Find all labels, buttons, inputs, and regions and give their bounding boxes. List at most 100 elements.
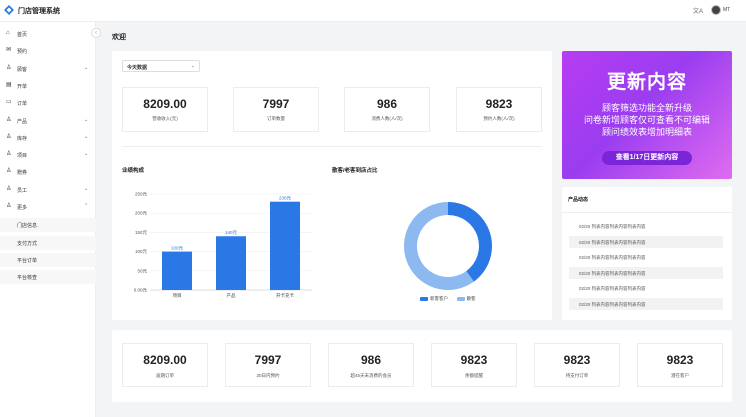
reminder-card (112, 330, 732, 402)
divider (122, 146, 542, 147)
y-tick-label: 200元 (135, 211, 148, 217)
news-item[interactable]: 02/20 列表内容列表内容列表内容 (569, 235, 723, 248)
user-name[interactable]: MT (723, 7, 731, 13)
chevron-icon: ⌃ (84, 203, 89, 209)
reminder-stat[interactable]: 8209.00 逾期订单 (122, 343, 208, 387)
sidebar-item[interactable]: ♙ 员工 ⌄ (0, 183, 96, 197)
sidebar-item-label: 订单 (17, 101, 28, 108)
sidebar-subitem-label: 支付方式 (17, 240, 38, 247)
stat-appointments: 9823 预约人数(人/次) (456, 87, 542, 132)
collapse-sidebar-icon[interactable]: ‹ (91, 28, 101, 38)
reminder-stat[interactable]: 7997 30日内预约 (225, 343, 311, 387)
app-title: 门店管理系统 (18, 8, 60, 15)
sidebar-item-label: 项目 (17, 153, 28, 160)
stat-label: 预约人数(人/次) (483, 116, 515, 121)
stat-revenue: 8209.00 营收收入(元) (122, 87, 208, 132)
news-item[interactable]: 02/20 列表内容列表内容列表内容 (569, 220, 723, 232)
sidebar-item-label: 开单 (17, 83, 28, 90)
news-item-text: 02/20 列表内容列表内容列表内容 (579, 270, 646, 276)
bar[interactable] (216, 236, 246, 290)
user-icon: ♙ (6, 185, 12, 192)
range-select-value: 今天数据 (127, 65, 148, 71)
bar[interactable] (162, 251, 192, 290)
stat-value: 9823 (485, 97, 513, 111)
news-item-text: 02/20 列表内容列表内容列表内容 (579, 239, 646, 245)
view-update-button[interactable]: 查看1/17日更新内容 (602, 151, 692, 165)
sidebar-item[interactable]: ▭ 订单 (0, 96, 96, 110)
stat-value: 9823 (563, 353, 591, 367)
sidebar-item[interactable]: ♙ 产品 ⌄ (0, 114, 96, 128)
chevron-down-icon: ⌄ (190, 63, 195, 69)
sidebar-item[interactable]: ⌂ 首页 (0, 27, 96, 41)
sidebar-item[interactable]: ♙ 库存 ⌄ (0, 131, 96, 145)
sidebar-subitem[interactable]: 门店信息 (0, 218, 96, 233)
sidebar-subitem[interactable]: 平台订单 (0, 252, 96, 267)
donut-slice[interactable] (448, 202, 492, 282)
donut-slice[interactable] (404, 202, 474, 290)
sidebar-item-label: 首页 (17, 32, 28, 38)
sidebar-item[interactable]: ✉ 预约 (0, 44, 96, 58)
stat-value: 8209.00 (143, 97, 187, 111)
sidebar-item[interactable]: ♙ 赠券 (0, 165, 96, 179)
user-icon: ♙ (6, 151, 12, 158)
sidebar-item[interactable]: ♙ 更多 ⌃ (0, 200, 96, 214)
sidebar-item[interactable]: ▤ 开单 (0, 79, 96, 93)
avatar[interactable] (711, 5, 721, 15)
divider (562, 212, 732, 213)
stat-value: 986 (376, 97, 398, 111)
reminder-stat[interactable]: 9823 潜在客户 (637, 343, 723, 387)
stat-value: 8209.00 (143, 353, 187, 367)
stat-label: 订单数量 (267, 116, 285, 121)
sidebar-item[interactable]: ♙ 顾客 ⌄ (0, 62, 96, 76)
donut-chart-title: 散客/老客到店占比 (332, 168, 378, 174)
stat-label: 超45天未消费的会员 (350, 373, 392, 378)
legend-label-walkin: 散客 (466, 296, 476, 301)
stat-label: 30日内预约 (256, 373, 280, 378)
list-icon: ▭ (6, 99, 12, 106)
bar-chart-title: 业绩构成 (122, 168, 145, 174)
news-item[interactable]: 02/20 列表内容列表内容列表内容 (569, 282, 723, 294)
y-tick-label: 50元 (137, 268, 147, 274)
sidebar-subitem-label: 平台核查 (17, 275, 38, 282)
chevron-icon: ⌄ (84, 133, 89, 140)
sidebar-subitem[interactable]: 平台核查 (0, 270, 96, 285)
news-item[interactable]: 02/20 列表内容列表内容列表内容 (569, 251, 723, 263)
chevron-icon: ⌄ (84, 64, 89, 71)
y-tick-label: 250元 (135, 192, 148, 198)
news-item[interactable]: 02/20 列表内容列表内容列表内容 (569, 266, 723, 279)
promo-line: 顾问绩效表增加明细表 (601, 127, 692, 137)
inbox-icon: ✉ (6, 47, 12, 54)
reminder-stat[interactable]: 986 超45天未消费的会员 (328, 343, 414, 387)
sidebar-item[interactable]: ♙ 项目 ⌄ (0, 148, 96, 162)
sidebar-subitem[interactable]: 支付方式 (0, 235, 96, 250)
sidebar-item-label: 员工 (17, 187, 28, 194)
stat-orders: 7997 订单数量 (233, 87, 319, 132)
home-icon: ⌂ (6, 30, 10, 36)
sidebar-item-label: 顾客 (17, 66, 28, 73)
stat-value: 9823 (666, 353, 694, 367)
stat-value: 7997 (262, 97, 290, 111)
donut-legend: 新客客户 散客 (420, 296, 476, 302)
stat-value: 9823 (460, 353, 488, 367)
user-icon: ♙ (6, 116, 12, 123)
reminder-stat[interactable]: 9823 余额提醒 (431, 343, 517, 387)
legend-label-new: 新客客户 (430, 296, 448, 301)
update-promo-banner[interactable]: 更新内容 顾客筛选功能全新升级 问卷新增顾客仅可查看不可编辑 顾问绩效表增加明细… (562, 51, 732, 179)
promo-line: 顾客筛选功能全新升级 (601, 103, 692, 113)
sidebar-item-label: 更多 (17, 205, 28, 211)
news-item[interactable]: 02/20 列表内容列表内容列表内容 (569, 297, 723, 310)
range-select[interactable]: 今天数据 ⌄ (122, 60, 200, 72)
promo-title: 更新内容 (606, 72, 687, 93)
sidebar: ⌂ 首页 ✉ 预约 ♙ 顾客 ⌄ ▤ 开单 ▭ 订单 ♙ 产品 ⌄ ♙ 库存 ⌄ ♙ 项目 ⌄ ♙ 赠券 ♙ 员工 ⌄ ♙ 更多 ⌃ 门… (0, 22, 96, 417)
x-tick-label: 产品 (227, 292, 236, 299)
stat-label: 余额提醒 (465, 373, 483, 378)
news-title: 产品动态 (568, 197, 589, 203)
stat-consumers: 986 消费人数(人/次) (344, 87, 430, 132)
news-item-text: 02/20 列表内容列表内容列表内容 (579, 286, 646, 291)
news-item-text: 02/20 列表内容列表内容列表内容 (579, 301, 646, 307)
bar[interactable] (270, 201, 300, 290)
reminder-stat[interactable]: 9823 待支付订单 (534, 343, 620, 387)
stat-label: 待支付订单 (565, 373, 589, 378)
sidebar-item-label: 产品 (17, 118, 28, 125)
translate-icon[interactable]: 文A (693, 9, 704, 15)
